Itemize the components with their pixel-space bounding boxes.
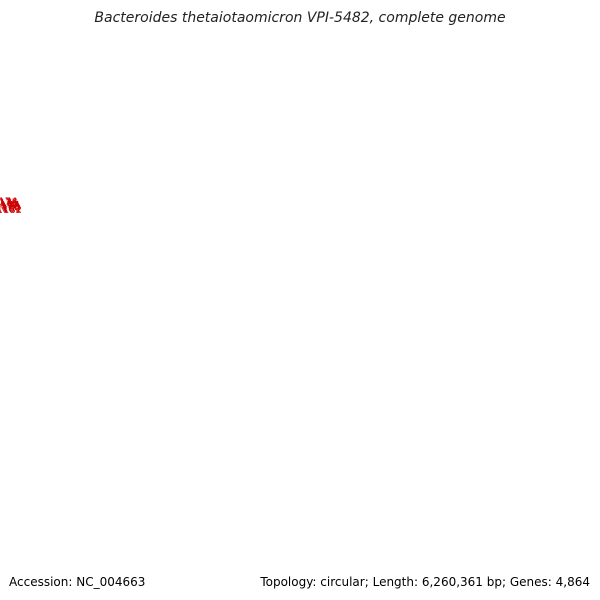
accession-info: Accession: NC_004663 [9, 575, 145, 589]
genes-label: Genes: [509, 575, 552, 589]
accession-label: Accession: [9, 575, 73, 589]
gene-label-bt_1177[interactable]: BT_1177 [0, 200, 19, 211]
gene-labels: BT_1172BT_1173BT_1174BT_1175BT_1176BT_11… [0, 196, 22, 216]
gene-label-bt_1180[interactable]: BT_1180 [0, 203, 21, 214]
genes-value: 4,864 [555, 575, 590, 589]
gene-label-bt_1175[interactable]: BT_1175 [0, 198, 18, 209]
gene-label-bt_1179[interactable]: BT_1179 [0, 202, 20, 213]
length-label: Length: [372, 575, 419, 589]
topology-value: circular [320, 575, 365, 589]
gene-label-bt_1181[interactable]: BT_1181 [0, 204, 21, 215]
length-value: 6,260,361 bp [421, 575, 502, 589]
gene-label-bt_1174[interactable]: BT_1174 [0, 196, 17, 207]
map-title: Bacteroides thetaiotaomicron VPI-5482, c… [94, 10, 506, 26]
topology-label: Topology: [260, 575, 317, 589]
gene-label-bt_1176[interactable]: BT_1176 [0, 198, 18, 209]
genome-summary: Topology: circular; Length: 6,260,361 bp… [260, 575, 590, 589]
gene-label-bt_1178[interactable]: BT_1178 [0, 201, 20, 212]
accession-value: NC_004663 [76, 575, 146, 589]
